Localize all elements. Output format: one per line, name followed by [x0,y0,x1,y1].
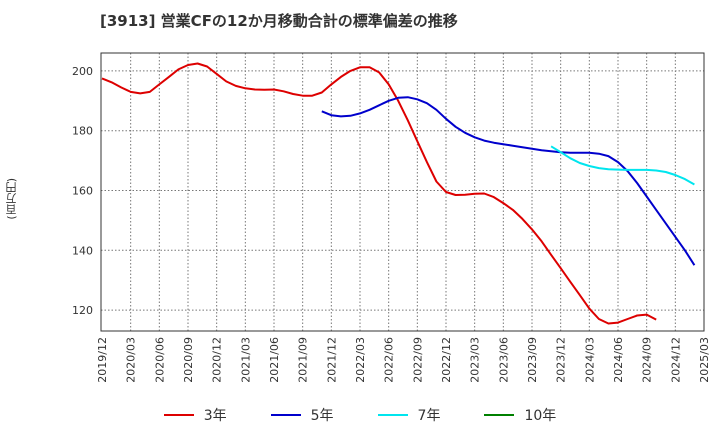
grid-lines [101,53,704,331]
legend-label: 3年 [203,408,227,424]
legend-item: 5年 [270,405,334,425]
y-tick-label: 200 [72,65,93,78]
x-tick-label: 2020/06 [153,337,166,383]
x-tick-label: 2024/06 [612,337,625,383]
legend: 3年 5年 7年 10年 [0,402,720,428]
x-tick-label: 2021/12 [325,337,338,383]
legend-item: 10年 [484,405,556,425]
x-tick-label: 2023/06 [497,337,510,383]
chart-title: [3913] 営業CFの12か月移動合計の標準偏差の推移 [100,12,458,30]
x-tick-label: 2022/03 [354,337,367,383]
x-tick-label: 2021/09 [297,337,310,383]
axes [100,52,705,332]
x-tick-label: 2022/06 [383,337,396,383]
x-tick-label: 2020/09 [182,337,195,383]
legend-item: 3年 [163,405,227,425]
x-tick-label: 2020/12 [211,337,224,383]
y-tick-label: 180 [72,125,93,138]
plot-frame [100,52,705,332]
x-tick-label: 2021/03 [239,337,252,383]
y-tick-label: 160 [72,185,93,198]
x-tick-label: 2023/12 [555,337,568,383]
x-tick-label: 2022/12 [440,337,453,383]
x-tick-label: 2024/12 [669,337,682,383]
legend-label: 7年 [417,408,441,424]
x-tick-label: 2023/09 [526,337,539,383]
x-tick-label: 2023/03 [469,337,482,383]
series-line-3年 [101,62,657,325]
legend-label: 5年 [310,408,334,424]
series-line-5年 [321,96,696,266]
x-tick-label: 2024/03 [583,337,596,383]
x-tick-label: 2025/03 [698,337,711,383]
legend-swatch [163,414,194,416]
legend-swatch [270,414,301,416]
x-tick-label: 2024/09 [641,337,654,383]
legend-item: 7年 [377,405,441,425]
legend-label: 10年 [524,408,557,424]
x-tick-label: 2020/03 [125,337,138,383]
series-line-7年 [550,145,695,186]
y-tick-label: 140 [72,244,93,257]
legend-swatch [484,414,515,416]
series-lines [101,62,696,325]
legend-swatch [377,414,408,416]
x-tick-label: 2021/06 [268,337,281,383]
y-tick-label: 120 [72,304,93,317]
x-tick-label: 2022/09 [411,337,424,383]
x-tick-label: 2019/12 [96,337,109,383]
tick-labels: 2019/12 2020/03 2020/06 2020/09 2020/12 2021/… [72,65,711,383]
